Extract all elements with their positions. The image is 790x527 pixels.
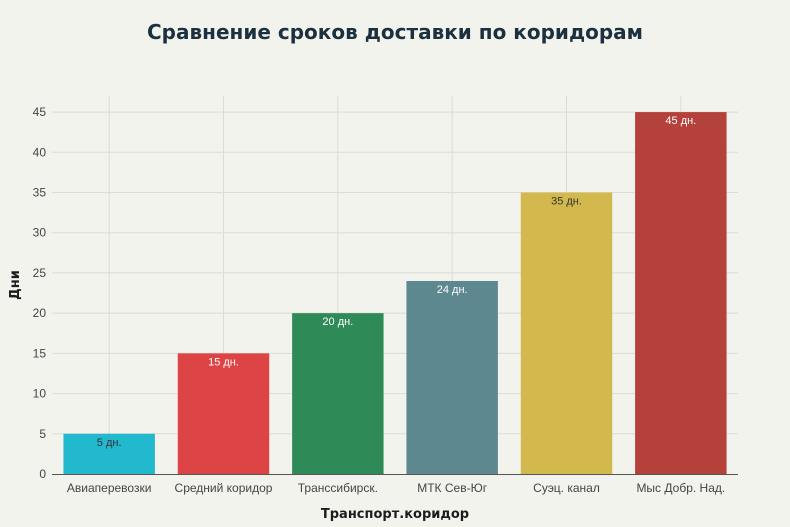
bar xyxy=(635,112,727,474)
x-tick-label: Транссибирск. xyxy=(298,481,378,495)
y-axis-label: Дни xyxy=(8,270,23,300)
y-tick-label: 20 xyxy=(33,306,47,320)
y-tick-label: 25 xyxy=(33,266,47,280)
y-axis-ticks: 0 5 10 15 20 25 30 35 40 45 xyxy=(33,105,47,481)
bar xyxy=(520,192,613,475)
x-axis-label: Транспорт.коридор xyxy=(321,507,469,522)
y-tick-label: 35 xyxy=(33,186,47,200)
x-axis-ticks: Авиаперевозки Средний коридор Транссибирск… xyxy=(67,481,725,495)
bar xyxy=(177,353,270,474)
y-tick-label: 5 xyxy=(39,427,46,441)
bar-data-label: 20 дн. xyxy=(322,316,353,328)
x-tick-label: Мыс Добр. Над. xyxy=(636,481,725,495)
y-tick-label: 10 xyxy=(33,387,47,401)
y-tick-label: 45 xyxy=(33,105,47,119)
y-tick-label: 40 xyxy=(33,145,47,159)
bar-data-label: 24 дн. xyxy=(437,284,468,296)
bar xyxy=(63,433,155,474)
bar-data-label: 45 дн. xyxy=(665,115,696,127)
x-tick-label: Средний коридор xyxy=(175,481,273,495)
x-tick-label: Суэц. канал xyxy=(533,481,600,495)
chart-title: Сравнение сроков доставки по коридорам xyxy=(147,20,643,44)
y-tick-label: 15 xyxy=(33,346,47,360)
bar-data-label: 5 дн. xyxy=(97,437,122,449)
bar xyxy=(406,280,498,474)
x-tick-label: МТК Сев-Юг xyxy=(417,481,487,495)
x-tick-label: Авиаперевозки xyxy=(67,481,152,495)
bars: 5 дн. 15 дн. 20 дн. 24 дн. 35 дн. 45 дн. xyxy=(63,112,727,475)
bar-data-label: 35 дн. xyxy=(551,196,582,208)
y-tick-label: 30 xyxy=(33,226,47,240)
y-tick-label: 0 xyxy=(39,467,46,481)
bar xyxy=(292,313,384,474)
bar-data-label: 15 дн. xyxy=(208,356,239,368)
